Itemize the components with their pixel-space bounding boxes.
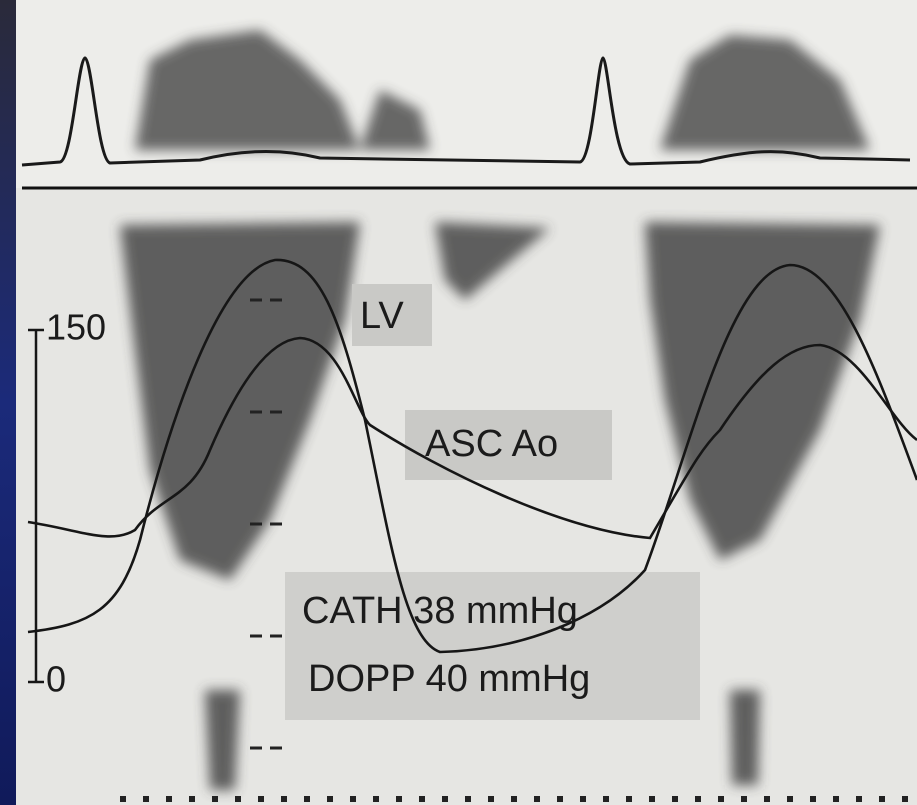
aorta-curve [27,336,917,540]
curve-label: ASC Ao [425,423,558,465]
axis-label: 150 [46,307,106,348]
curve-label: LV [360,295,404,337]
ecg-trace [21,56,911,167]
axis-label: 0 [46,659,66,700]
label-box [405,410,612,480]
label-box [352,284,432,346]
lv-curve [27,258,917,654]
axis [28,328,44,684]
ecg-noise [135,30,870,150]
markers [250,298,282,750]
gradient-label: DOPP 40 mmHg [308,658,590,700]
gradient-label: CATH 38 mmHg [302,590,578,632]
